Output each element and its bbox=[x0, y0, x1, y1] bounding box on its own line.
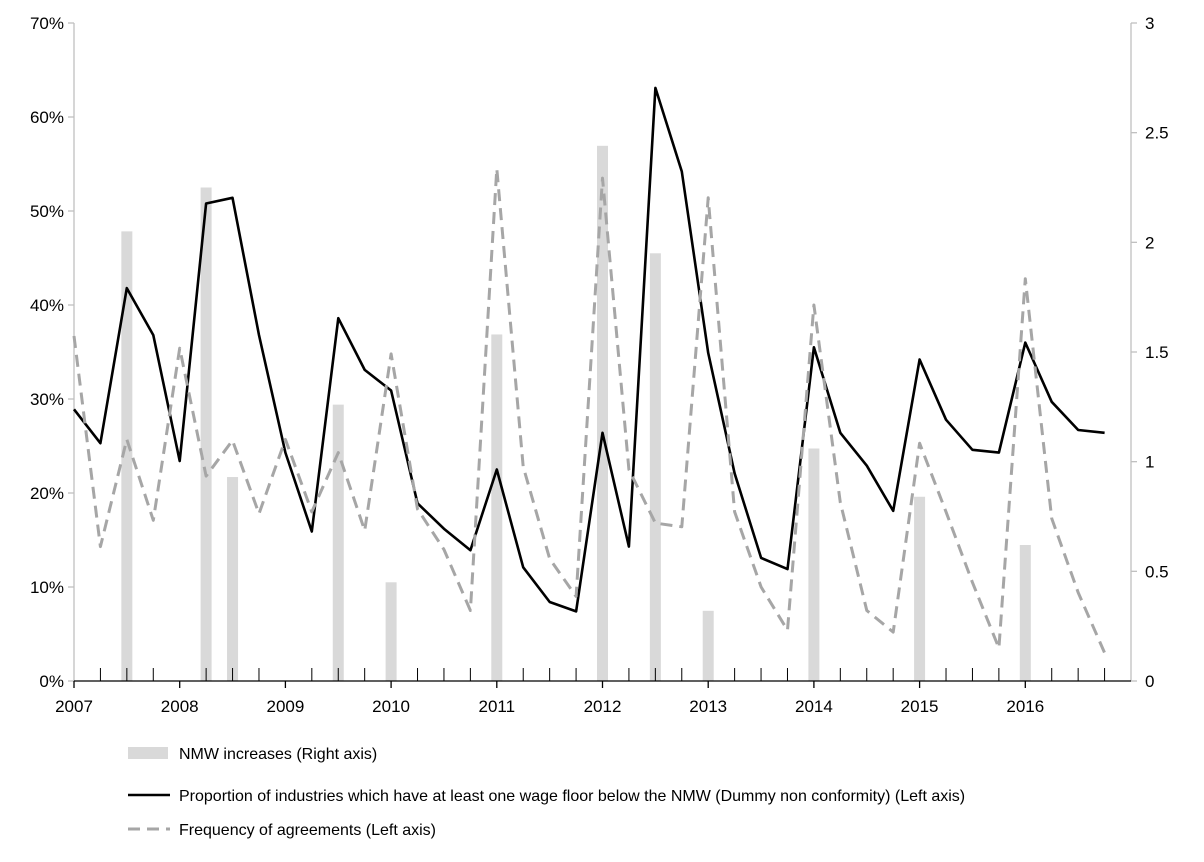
bar bbox=[227, 477, 239, 681]
bar bbox=[121, 231, 133, 681]
bar bbox=[702, 610, 714, 681]
y-left-tick-label: 0% bbox=[39, 672, 64, 691]
bar bbox=[491, 334, 503, 681]
y-left-tick-label: 20% bbox=[30, 484, 64, 503]
x-tick-label: 2007 bbox=[55, 697, 93, 716]
bar bbox=[649, 253, 661, 682]
y-left-tick-label: 70% bbox=[30, 14, 64, 33]
x-tick-label: 2008 bbox=[161, 697, 199, 716]
y-right-tick-label: 1.5 bbox=[1145, 343, 1169, 362]
x-tick-label: 2016 bbox=[1006, 697, 1044, 716]
y-right-tick-label: 0.5 bbox=[1145, 562, 1169, 581]
bar bbox=[597, 145, 608, 681]
y-right-tick-label: 2 bbox=[1145, 233, 1154, 252]
x-tick-label: 2010 bbox=[372, 697, 410, 716]
bars-layer bbox=[121, 145, 1031, 682]
frequency-series-line bbox=[72, 167, 1106, 654]
x-tick-label: 2012 bbox=[584, 697, 622, 716]
y-right-tick-label: 0 bbox=[1145, 672, 1154, 691]
legend-label: NMW increases (Right axis) bbox=[179, 746, 377, 763]
y-left-tick-label: 40% bbox=[30, 296, 64, 315]
bar bbox=[808, 448, 820, 681]
x-tick-label: 2011 bbox=[479, 697, 516, 716]
y-right-tick-label: 3 bbox=[1145, 14, 1154, 33]
lines-layer bbox=[72, 86, 1106, 654]
proportion-series-line bbox=[72, 86, 1105, 613]
legend-swatch-bar bbox=[128, 747, 168, 759]
legend-label: Proportion of industries which have at l… bbox=[179, 788, 965, 805]
bar bbox=[200, 187, 212, 681]
bar bbox=[914, 496, 926, 681]
legend-label: Frequency of agreements (Left axis) bbox=[179, 822, 436, 839]
bar bbox=[332, 404, 344, 681]
x-tick-label: 2009 bbox=[266, 697, 304, 716]
y-right-tick-label: 2.5 bbox=[1145, 124, 1169, 143]
bar bbox=[385, 582, 397, 681]
y-right-tick-label: 1 bbox=[1145, 453, 1154, 472]
legend: NMW increases (Right axis) Proportion of … bbox=[128, 746, 965, 839]
x-tick-label: 2015 bbox=[901, 697, 939, 716]
y-left-tick-label: 50% bbox=[30, 202, 64, 221]
y-left-tick-label: 30% bbox=[30, 390, 64, 409]
bar bbox=[1019, 545, 1031, 681]
y-left-tick-label: 10% bbox=[30, 578, 64, 597]
axes-layer: 0% 10% 20% 30% 40% 50% 60% 70% 0 0.5 1 1.5 2 2.5 3 2007… bbox=[30, 14, 1169, 716]
y-left-tick-label: 60% bbox=[30, 108, 64, 127]
x-tick-label: 2014 bbox=[795, 697, 833, 716]
x-tick-label: 2013 bbox=[689, 697, 727, 716]
